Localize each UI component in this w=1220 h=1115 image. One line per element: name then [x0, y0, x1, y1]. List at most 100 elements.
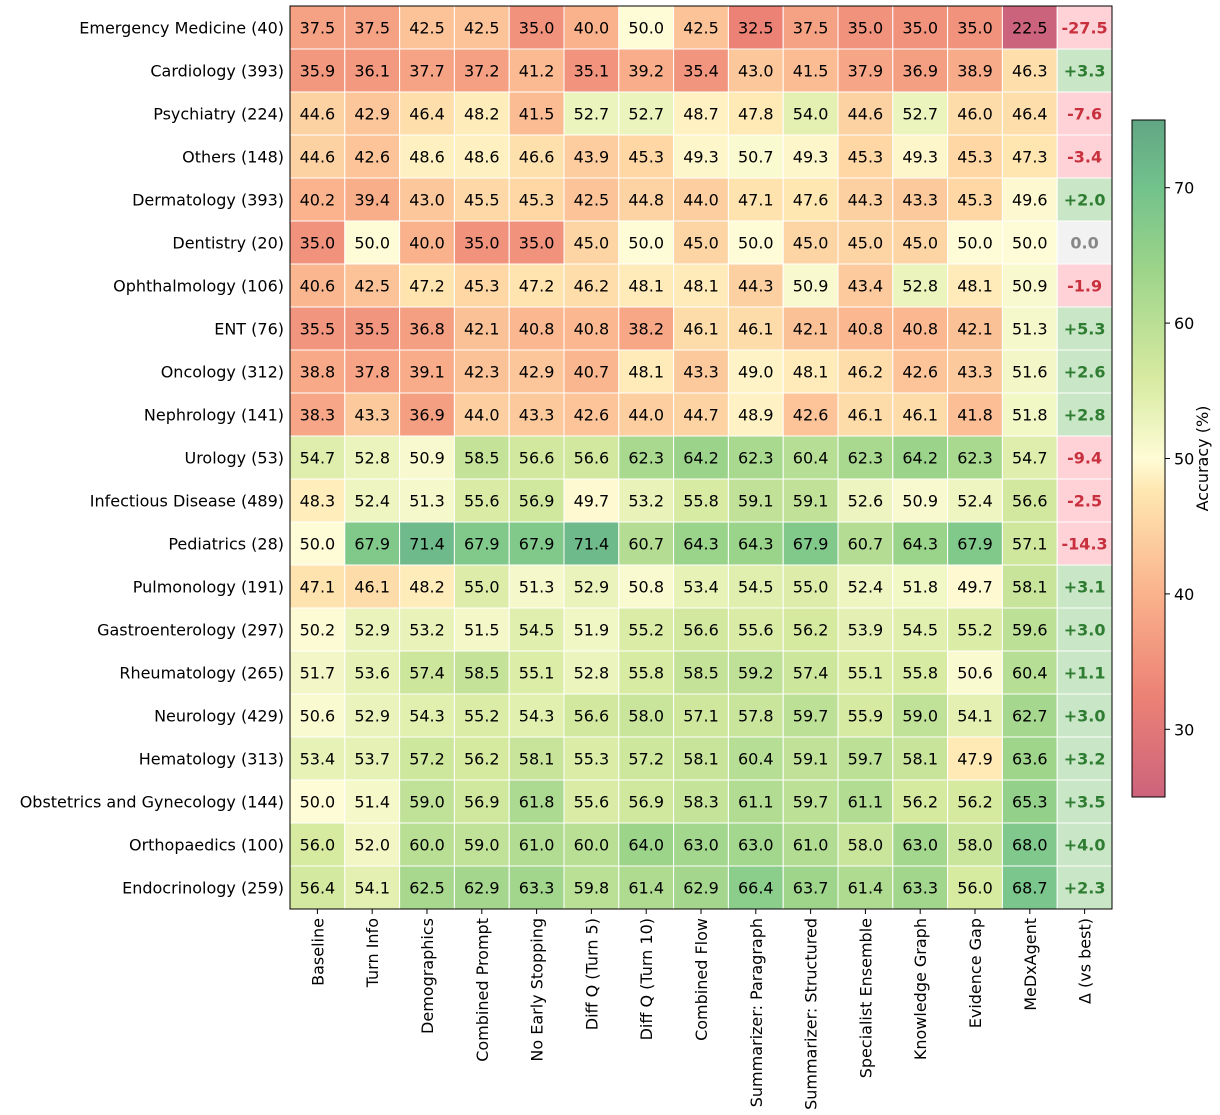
- cell-value: 50.6: [957, 664, 993, 683]
- heatmap-cell: [947, 263, 1003, 308]
- delta-cell: [1056, 607, 1113, 652]
- cell-value: 53.2: [628, 492, 664, 511]
- heatmap-cell: [289, 349, 346, 394]
- row-label: Infectious Disease (489): [90, 492, 284, 511]
- delta-value: -9.4: [1067, 449, 1102, 468]
- cell-value: 67.9: [519, 535, 555, 554]
- cell-value: 56.2: [902, 793, 938, 812]
- heatmap-cell: [508, 779, 565, 824]
- heatmap-cell: [563, 220, 620, 265]
- cell-value: 55.8: [628, 664, 664, 683]
- cell-value: 62.3: [848, 449, 884, 468]
- heatmap-cell: [1001, 263, 1058, 308]
- cell-value: 40.6: [300, 277, 336, 296]
- row-label: Pulmonology (191): [133, 578, 284, 597]
- cell-value: 56.4: [300, 879, 336, 898]
- heatmap-cell: [618, 177, 675, 222]
- cell-value: 45.0: [793, 234, 829, 253]
- cell-value: 38.8: [300, 363, 336, 382]
- heatmap-cell: [618, 521, 675, 566]
- cell-value: 45.3: [464, 277, 500, 296]
- delta-cell: [1056, 521, 1113, 566]
- cell-value: 71.4: [574, 535, 610, 554]
- cell-value: 41.2: [519, 62, 555, 81]
- cell-value: 35.0: [519, 234, 555, 253]
- heatmap-cell: [399, 736, 455, 781]
- cell-value: 36.1: [354, 62, 390, 81]
- heatmap-cell: [892, 48, 949, 93]
- cell-value: 60.4: [793, 449, 829, 468]
- cell-value: 42.5: [354, 277, 390, 296]
- delta-value: +3.0: [1064, 707, 1106, 726]
- cell-value: 66.4: [738, 879, 774, 898]
- heatmap-cell: [727, 693, 784, 738]
- cell-value: 22.5: [1012, 19, 1048, 38]
- heatmap-cell: [344, 865, 401, 910]
- cell-value: 46.0: [957, 105, 993, 124]
- cell-value: 47.3: [1012, 148, 1048, 167]
- cell-value: 46.1: [902, 406, 938, 425]
- cell-value: 48.2: [464, 105, 500, 124]
- cell-value: 52.8: [902, 277, 938, 296]
- row-label: Hematology (313): [139, 750, 284, 769]
- column-label: Diff Q (Turn 10): [637, 918, 656, 1040]
- heatmap-cell: [837, 478, 894, 523]
- cell-value: 49.7: [574, 492, 610, 511]
- heatmap-cell: [289, 177, 346, 222]
- cell-value: 46.1: [683, 320, 719, 339]
- cell-value: 38.3: [300, 406, 336, 425]
- colorbar: 30 40 50 60 70 Accuracy (%): [1131, 119, 1212, 798]
- heatmap-cell: [289, 650, 346, 695]
- delta-cell: [1056, 91, 1113, 136]
- cell-value: 56.0: [300, 836, 336, 855]
- cell-value: 49.0: [738, 363, 774, 382]
- heatmap-cell: [563, 177, 620, 222]
- cell-value: 50.0: [628, 234, 664, 253]
- cell-value: 62.5: [409, 879, 445, 898]
- cell-value: 46.4: [1012, 105, 1048, 124]
- cell-value: 63.3: [902, 879, 938, 898]
- heatmap-cell: [563, 736, 620, 781]
- cell-value: 43.3: [957, 363, 993, 382]
- cell-value: 42.6: [574, 406, 610, 425]
- cell-value: 50.7: [738, 148, 774, 167]
- cell-value: 43.3: [354, 406, 390, 425]
- heatmap-cell: [618, 650, 675, 695]
- cell-value: 58.1: [902, 750, 938, 769]
- heatmap-cell: [618, 607, 675, 652]
- cell-value: 55.1: [848, 664, 884, 683]
- heatmap-cell: [1001, 177, 1058, 222]
- heatmap-cell: [344, 607, 401, 652]
- cell-value: 52.4: [354, 492, 390, 511]
- cell-value: 62.9: [464, 879, 500, 898]
- cell-value: 44.6: [848, 105, 884, 124]
- heatmap-cell: [399, 650, 455, 695]
- cell-value: 59.1: [793, 750, 829, 769]
- row-label: Orthopaedics (100): [129, 836, 284, 855]
- cell-value: 37.2: [464, 62, 500, 81]
- heatmap-cell: [344, 564, 401, 609]
- cell-value: 55.2: [464, 707, 500, 726]
- heatmap-cell: [289, 263, 346, 308]
- heatmap-cell: [289, 564, 346, 609]
- heatmap-cell: [947, 177, 1003, 222]
- cell-value: 52.8: [354, 449, 390, 468]
- cell-value: 48.1: [793, 363, 829, 382]
- heatmap-cell: [673, 392, 729, 437]
- cell-value: 42.6: [354, 148, 390, 167]
- cell-value: 44.0: [464, 406, 500, 425]
- heatmap-cell: [453, 177, 510, 222]
- heatmap-cell: [1001, 736, 1058, 781]
- heatmap-cell: [782, 693, 839, 738]
- cell-value: 44.6: [300, 105, 336, 124]
- cell-value: 58.1: [683, 750, 719, 769]
- heatmap-cell: [563, 349, 620, 394]
- cell-value: 54.3: [519, 707, 555, 726]
- cell-value: 67.9: [354, 535, 390, 554]
- heatmap-cell: [782, 91, 839, 136]
- heatmap-cell: [399, 478, 455, 523]
- cell-value: 35.0: [519, 19, 555, 38]
- column-label: Baseline: [308, 918, 327, 986]
- cell-value: 42.5: [574, 191, 610, 210]
- cell-value: 48.6: [464, 148, 500, 167]
